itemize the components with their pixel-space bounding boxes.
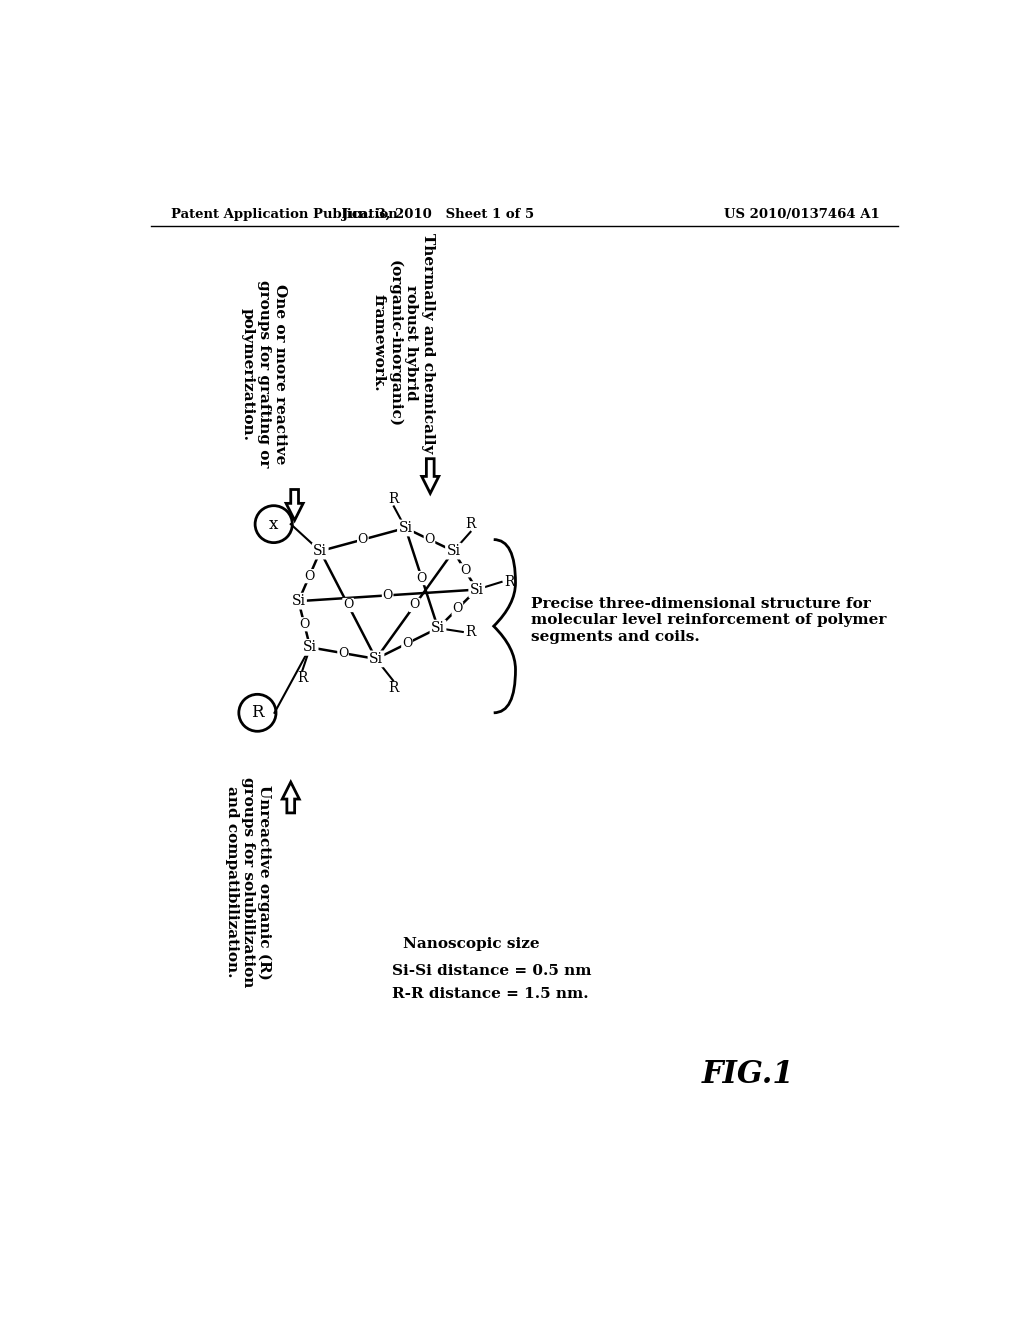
Text: O: O (410, 598, 420, 611)
Text: Si: Si (398, 521, 413, 535)
Text: O: O (338, 647, 348, 660)
Text: Si: Si (431, 622, 445, 635)
Text: Si: Si (369, 652, 383, 665)
Text: FIG.1: FIG.1 (701, 1059, 795, 1090)
Text: O: O (424, 533, 434, 546)
Text: O: O (299, 618, 309, 631)
Text: Si: Si (470, 582, 483, 597)
Text: R: R (251, 705, 263, 721)
Text: O: O (453, 602, 463, 615)
Text: O: O (304, 570, 314, 582)
Text: Unreactive organic (R)
groups for solubilization
and compatibilization.: Unreactive organic (R) groups for solubi… (224, 777, 271, 987)
Text: O: O (460, 564, 470, 577)
Text: R: R (297, 671, 307, 685)
FancyArrow shape (286, 490, 303, 520)
Text: Precise three-dimensional structure for
molecular level reinforcement of polymer: Precise three-dimensional structure for … (531, 597, 887, 644)
FancyArrow shape (283, 781, 299, 813)
Text: O: O (343, 598, 353, 611)
Text: Patent Application Publication: Patent Application Publication (171, 209, 397, 222)
Text: R: R (389, 492, 399, 506)
Text: R: R (465, 517, 476, 531)
Text: Jun. 3, 2010   Sheet 1 of 5: Jun. 3, 2010 Sheet 1 of 5 (342, 209, 535, 222)
Text: One or more reactive
groups for grafting or
polymerization.: One or more reactive groups for grafting… (241, 280, 287, 467)
Text: R-R distance = 1.5 nm.: R-R distance = 1.5 nm. (391, 987, 588, 1001)
Text: R: R (465, 624, 476, 639)
Text: R: R (388, 681, 398, 696)
Text: O: O (417, 572, 427, 585)
Text: Thermally and chemically
robust hybrid
(organic-inorganic)
framework.: Thermally and chemically robust hybrid (… (372, 234, 434, 453)
Text: Si-Si distance = 0.5 nm: Si-Si distance = 0.5 nm (391, 964, 591, 978)
Text: Si: Si (446, 544, 461, 558)
Text: O: O (401, 638, 413, 649)
Text: Nanoscopic size: Nanoscopic size (403, 937, 540, 950)
Text: US 2010/0137464 A1: US 2010/0137464 A1 (724, 209, 880, 222)
Text: O: O (382, 589, 393, 602)
Text: Si: Si (313, 544, 328, 558)
FancyArrow shape (422, 459, 438, 494)
Text: x: x (269, 516, 279, 533)
Text: R: R (504, 576, 514, 589)
Text: Si: Si (292, 594, 305, 609)
Text: Si: Si (303, 640, 317, 655)
Text: O: O (357, 533, 368, 546)
